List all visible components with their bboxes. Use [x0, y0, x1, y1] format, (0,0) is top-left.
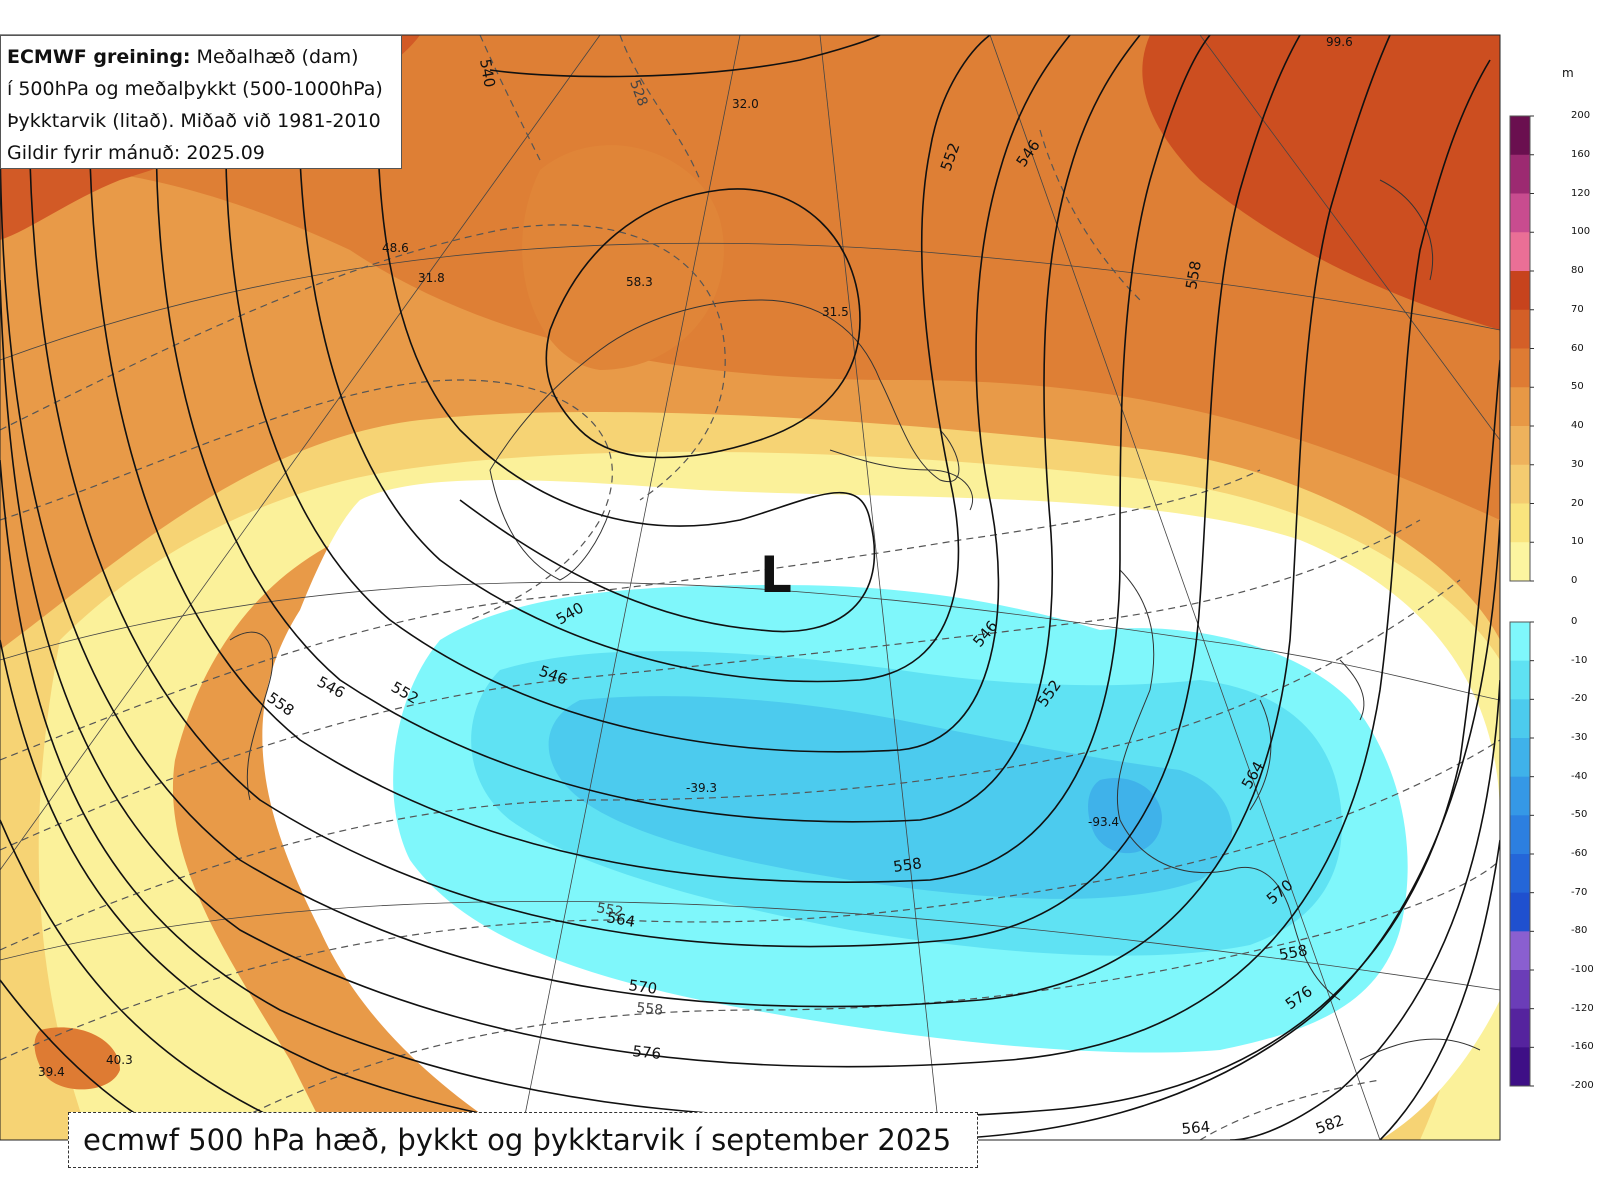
colorbar-tick-label: -60 — [1571, 848, 1588, 859]
colorbar-swatch — [1510, 503, 1530, 543]
anomaly-fill-sw — [34, 1027, 120, 1090]
legend-line-4: Gildir fyrir mánuð: 2025.09 — [7, 142, 265, 164]
colorbar-swatch — [1510, 660, 1530, 700]
colorbar-tick-label: 0 — [1571, 575, 1578, 586]
colorbar-tick-label: -70 — [1571, 886, 1588, 898]
figure-caption: ecmwf 500 hPa hæð, þykkt og þykktarvik í… — [68, 1112, 978, 1168]
colorbar-tick-label: 120 — [1571, 187, 1591, 199]
colorbar-swatch — [1510, 815, 1530, 855]
colorbar-tick-label: -200 — [1571, 1080, 1594, 1091]
anomaly-value: 40.3 — [106, 1053, 133, 1067]
thickness-label-group: 528 558 552 — [595, 78, 664, 1019]
map-field: L 540 546 552 558 564 570 576 582 546 55… — [0, 35, 1500, 1140]
colorbar-swatch — [1510, 622, 1530, 662]
height-label: 558 — [1278, 941, 1309, 964]
anomaly-fill-neg40 — [1088, 778, 1162, 854]
legend-line-3: Þykktarvik (litað). Miðað við 1981-2010 — [7, 110, 381, 132]
height-contours — [0, 35, 1500, 1140]
legend-line-2: í 500hPa og meðalþykkt (500-1000hPa) — [7, 78, 383, 100]
colorbar-upper — [1509, 115, 1534, 582]
anomaly-value: -39.3 — [686, 781, 717, 795]
colorbar-tick-label: 70 — [1571, 303, 1584, 315]
height-label: 558 — [1182, 259, 1205, 290]
colorbar-swatch — [1510, 309, 1530, 349]
anomaly-label-group: 99.6 32.0 48.6 31.8 58.3 31.5 -39.3 -93.… — [38, 35, 1353, 1079]
colorbar-tick-label: -30 — [1571, 732, 1588, 743]
colorbar-tick-label: 160 — [1571, 148, 1591, 160]
colorbar-tick-label: 0 — [1571, 616, 1578, 627]
anomaly-value: 39.4 — [38, 1065, 65, 1079]
colorbar-swatch — [1510, 232, 1530, 272]
colorbar-lower — [1509, 621, 1534, 1087]
colorbar-swatch — [1510, 854, 1530, 894]
colorbar-swatch — [1510, 1008, 1530, 1048]
colorbar-tick-label: 20 — [1571, 497, 1584, 509]
colorbar-tick-label: -40 — [1571, 770, 1588, 782]
low-pressure-symbol: L — [760, 546, 792, 604]
anomaly-value: 32.0 — [732, 97, 759, 111]
height-label: 576 — [632, 1042, 662, 1063]
colorbar-swatch — [1510, 154, 1530, 194]
colorbar-tick-label: -120 — [1571, 1002, 1594, 1014]
height-label: 564 — [605, 908, 636, 931]
anomaly-value: 99.6 — [1326, 35, 1353, 49]
colorbar-swatch — [1510, 776, 1530, 816]
graticule — [0, 35, 1500, 1140]
colorbar-tick-label: -80 — [1571, 925, 1588, 937]
height-label: 540 — [476, 58, 499, 89]
thickness-contours — [0, 35, 1500, 1140]
colorbar-tick-label: 30 — [1571, 458, 1584, 470]
colorbar-tick-label: -10 — [1571, 654, 1588, 666]
colorbar-swatch — [1510, 193, 1530, 233]
colorbar-unit: m — [1562, 66, 1574, 80]
colorbar-swatch — [1510, 892, 1530, 932]
coastlines — [229, 179, 1481, 1061]
thickness-label: 558 — [636, 1000, 664, 1019]
colorbar-tick-label: 80 — [1571, 265, 1584, 276]
anomaly-fill-neg30 — [548, 696, 1233, 899]
colorbar-swatch — [1510, 348, 1530, 388]
colorbar-tick-label: 50 — [1571, 381, 1584, 393]
legend-line-1: ECMWF greining: Meðalhæð (dam) — [7, 41, 395, 73]
colorbar-tick-label: -20 — [1571, 693, 1588, 705]
anomaly-value: 31.8 — [418, 271, 445, 285]
colorbar-swatch — [1510, 699, 1530, 739]
thickness-label: 552 — [595, 900, 624, 920]
colorbar-tick-label: -50 — [1571, 809, 1588, 821]
anomaly-value: 48.6 — [382, 241, 409, 255]
colorbar-swatch — [1510, 271, 1530, 311]
colorbar-tick-label: 40 — [1571, 420, 1584, 431]
colorbar-tick-label: 100 — [1571, 226, 1591, 238]
colorbar-swatch — [1510, 426, 1530, 466]
map-legend-box: ECMWF greining: Meðalhæð (dam) í 500hPa … — [0, 35, 402, 169]
colorbar-tick-label: 10 — [1571, 536, 1584, 548]
height-label: 558 — [892, 854, 923, 876]
colorbar-swatch — [1510, 931, 1530, 971]
anomaly-fill-80-ne — [1142, 35, 1500, 330]
colorbar-tick-label: -160 — [1571, 1041, 1594, 1053]
colorbar-swatch — [1510, 464, 1530, 504]
legend-height: Meðalhæð (dam) — [190, 46, 359, 68]
anomaly-value: 58.3 — [626, 275, 653, 289]
colorbar-tick-label: 200 — [1571, 110, 1591, 121]
height-label: 564 — [1181, 1118, 1211, 1138]
colorbar-swatch — [1510, 1047, 1530, 1087]
height-label: 570 — [627, 976, 658, 998]
colorbar-tick-label: -100 — [1571, 964, 1594, 975]
legend-source: ECMWF greining: — [7, 46, 191, 68]
anomaly-value: -93.4 — [1088, 815, 1119, 829]
colorbar-swatch — [1510, 542, 1530, 582]
colorbar-swatch — [1510, 116, 1530, 156]
anomaly-fill-10 — [38, 451, 1500, 1140]
colorbar-swatch — [1510, 970, 1530, 1010]
colorbar-tick-label: 60 — [1571, 342, 1584, 354]
anomaly-value: 31.5 — [822, 305, 849, 319]
colorbar-swatch — [1510, 738, 1530, 778]
colorbar-swatch — [1510, 387, 1530, 427]
